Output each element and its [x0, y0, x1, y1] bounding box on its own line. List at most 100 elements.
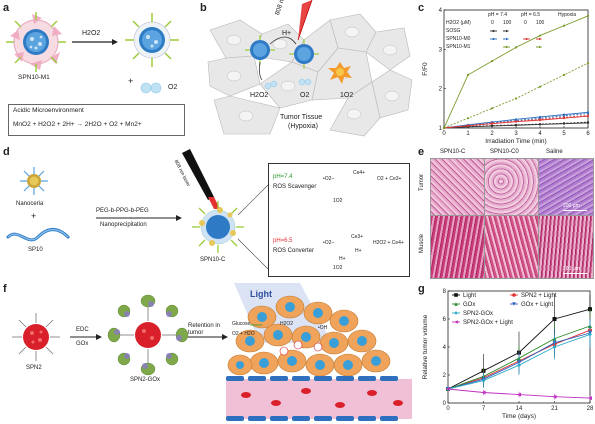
- series-7-line: [443, 15, 589, 129]
- series-6-point-1: [466, 117, 470, 120]
- series-6-point-2: [490, 107, 494, 110]
- spn2-gox-particle: [107, 294, 189, 376]
- x-tick-label-1: 1: [466, 131, 470, 137]
- spn2-gox-label: SPN2-GOx: [130, 377, 161, 383]
- blood-vessel: [226, 379, 412, 419]
- tumor-tissue-illustration: [207, 0, 413, 137]
- legend-conc-100a: 100: [503, 20, 512, 26]
- oh-label: •OH: [318, 325, 328, 331]
- acidic-box: Acidic Microenvironment MnO2 + H2O2 + 2H…: [8, 104, 185, 136]
- singlet-o2-label: 1O2: [340, 92, 354, 99]
- ce3-bottom: Ce3+: [351, 234, 364, 240]
- legend-marker-2-3: [538, 45, 541, 49]
- series-1-point-5: [562, 122, 566, 125]
- panel-label-c: c: [418, 2, 425, 14]
- converter-label: ROS Converter: [273, 248, 315, 254]
- edc-label: EDC: [76, 327, 89, 333]
- x-tick-label-3: 21: [551, 406, 558, 412]
- legend-marker-4: [454, 311, 458, 315]
- legend-marker-1-2: [525, 37, 528, 41]
- series-5-point-1: [466, 124, 470, 127]
- x-tick-label-0: 0: [446, 406, 450, 412]
- converter-product: H2O2 + Ce4+: [373, 240, 404, 246]
- histology-muscle-3: 200 μm: [538, 215, 594, 279]
- series-7-point-2: [490, 60, 494, 63]
- panel-d-illustration: [6, 149, 375, 270]
- x-tick-label-2: 14: [516, 406, 523, 412]
- legend-conc-label: H2O2 (μM): [446, 20, 471, 26]
- arrow-bottom-label: Nanoprecipitation: [100, 222, 147, 228]
- col-header-2: SPN10-C0: [490, 149, 519, 155]
- o2-product: O2: [168, 84, 178, 91]
- legend-marker-3: [512, 302, 516, 306]
- tissue-sub: (Hypoxia): [288, 123, 318, 130]
- h2o2-reagent: H2O2: [82, 30, 101, 37]
- legend-conc-0b: 0: [524, 20, 527, 26]
- nanoceria-icon: [20, 167, 48, 195]
- y-tick-label-1: 2: [439, 87, 443, 93]
- y-tick-label-0: 1: [439, 126, 443, 132]
- series-3-point-5: [562, 114, 566, 117]
- o2-h2o-label: O2 + H2O: [232, 331, 255, 337]
- legend-hypoxia: Hypoxia: [558, 12, 577, 18]
- y-tick-label-4: 8: [443, 289, 447, 295]
- h2o2-label: H2O2: [250, 92, 269, 99]
- series-6-point-5: [562, 73, 566, 76]
- legend-marker-1-0: [492, 37, 495, 41]
- o2-label: O2: [300, 92, 310, 99]
- product-label: SPN10-C: [200, 257, 226, 263]
- legend-row-m1: SPN10-M1: [446, 44, 471, 50]
- acidic-box-equation: MnO2 + H2O2 + 2H+ → 2H2O + O2 + Mn2+: [13, 121, 142, 128]
- panel-f-illustration: [12, 283, 412, 421]
- hplus-label: H+: [282, 30, 292, 37]
- series-4-point-1: [481, 378, 486, 383]
- legend-label-5: SPN2-GOx + Light: [463, 320, 513, 326]
- legend-conc-0a: 0: [491, 20, 494, 26]
- legend-row-m0: SPN10-M0: [446, 36, 471, 42]
- acidic-box-title: Acidic Microenvironment: [13, 107, 84, 114]
- o2-bubbles: [140, 82, 162, 94]
- panel-b: 808 nm H+ H2O2 O2 1O2 Tumor Tissue (Hypo…: [200, 0, 415, 145]
- sp10-label: SP10: [28, 247, 43, 253]
- product-plus: +: [128, 76, 134, 86]
- y-tick-label-2: 4: [443, 345, 447, 351]
- x-tick-label-4: 4: [538, 131, 542, 137]
- col-header-1: SPN10-C: [440, 149, 466, 155]
- legend-marker-1-3: [538, 37, 541, 41]
- ph74-label: pH=7.4: [273, 174, 293, 180]
- retention-label: Retention in tumor: [188, 323, 221, 336]
- series-7-point-1: [466, 73, 470, 76]
- series-7-point-5: [562, 24, 566, 27]
- x-tick-label-5: 5: [562, 131, 566, 137]
- panel-label-b: b: [200, 2, 207, 14]
- panel-label-e: e: [418, 146, 425, 158]
- panel-g: 0 7 14 21 28 0 2 4 6 8 Time (days) Relative tumor v…: [418, 283, 595, 424]
- series-7-point-3: [514, 46, 518, 49]
- hplus-bottom-a: H+: [355, 248, 362, 254]
- legend-row-sosg: SOSG: [446, 28, 461, 34]
- plus-label: +: [31, 211, 37, 221]
- row-header-tumor: Tumor: [419, 173, 425, 191]
- series-6-point-6: [586, 62, 590, 65]
- x-tick-label-3: 3: [514, 131, 518, 137]
- light-label: Light: [250, 289, 272, 299]
- y-tick-label-0: 0: [443, 401, 447, 407]
- series-5-point-6: [586, 114, 590, 117]
- y-axis-label: F/F0: [422, 62, 429, 76]
- x-axis-label: Irradiation Time (min): [485, 138, 546, 145]
- series-5-point-4: [538, 118, 542, 121]
- series-5-point-1: [481, 390, 486, 395]
- series-5-point-5: [562, 116, 566, 119]
- scale-bar-label-2: 200 μm: [563, 266, 580, 272]
- histology-muscle-2: [484, 215, 539, 279]
- series-7-point-6: [586, 14, 590, 17]
- col-header-3: Saline: [546, 149, 563, 155]
- y-axis-label: Relative tumor volume: [422, 314, 429, 379]
- legend-marker-0-0: [492, 29, 495, 33]
- series-7-point-4: [538, 34, 542, 37]
- series-4-point-2: [517, 363, 521, 368]
- o2-radical-bottom: •O2−: [323, 240, 335, 246]
- histology-tumor-2: [484, 158, 539, 216]
- series-1-point-6: [586, 121, 590, 124]
- spn10-m0-particle: [125, 13, 179, 67]
